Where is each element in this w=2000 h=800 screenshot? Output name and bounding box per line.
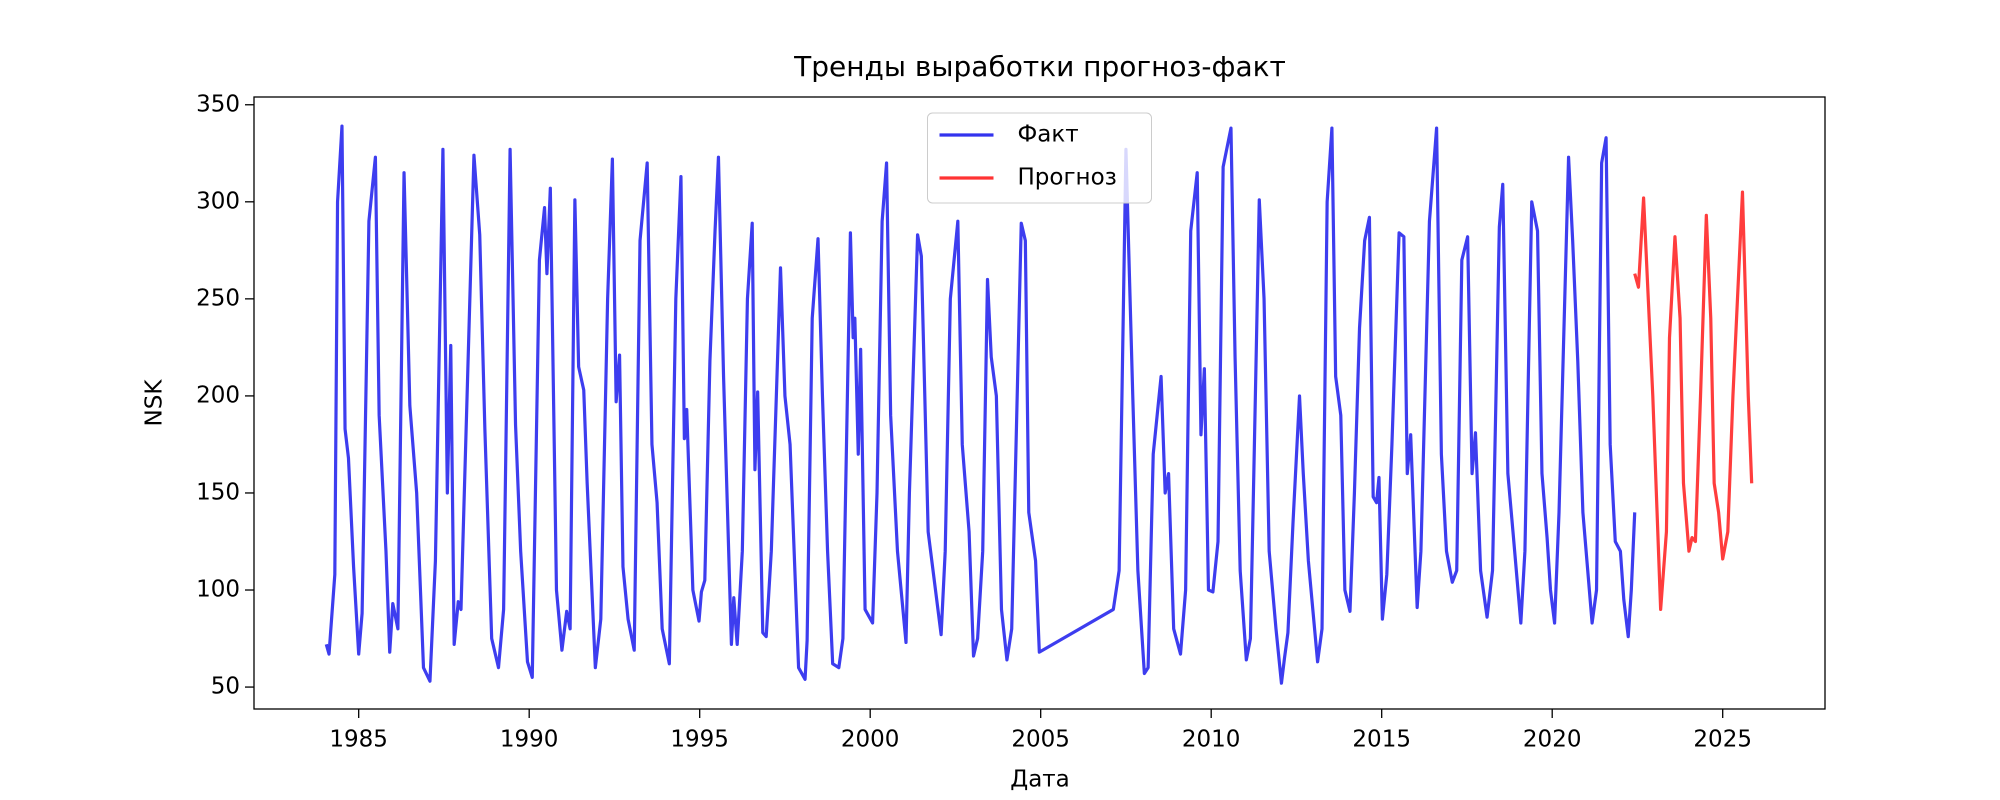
x-tick-label: 2000 — [841, 727, 900, 753]
x-tick-label: 2025 — [1693, 727, 1752, 753]
y-tick-label: 100 — [196, 577, 240, 603]
x-tick-label: 2020 — [1523, 727, 1582, 753]
legend-label: Факт — [1018, 122, 1079, 148]
y-tick-label: 200 — [196, 382, 240, 408]
y-tick-label: 150 — [196, 479, 240, 505]
x-tick-label: 1995 — [670, 727, 729, 753]
x-tick-label: 1990 — [500, 727, 559, 753]
y-tick-label: 50 — [211, 674, 240, 700]
data-line — [324, 124, 1637, 685]
legend-label: Прогноз — [1018, 165, 1117, 191]
y-tick-label: 250 — [196, 285, 240, 311]
x-tick-label: 2015 — [1352, 727, 1411, 753]
data-line — [1633, 190, 1754, 612]
plot-frame — [253, 96, 1826, 710]
chart-title: Тренды выработки прогноз-факт — [793, 50, 1286, 83]
x-tick-label: 2010 — [1182, 727, 1241, 753]
y-axis-label: NSK — [142, 379, 168, 427]
y-tick-label: 300 — [196, 188, 240, 214]
x-tick-label: 1985 — [329, 727, 388, 753]
x-axis-label: Дата — [1010, 767, 1070, 793]
x-tick-label: 2005 — [1011, 727, 1070, 753]
y-tick-label: 350 — [196, 91, 240, 117]
legend: Факт Прогноз — [927, 112, 1152, 204]
